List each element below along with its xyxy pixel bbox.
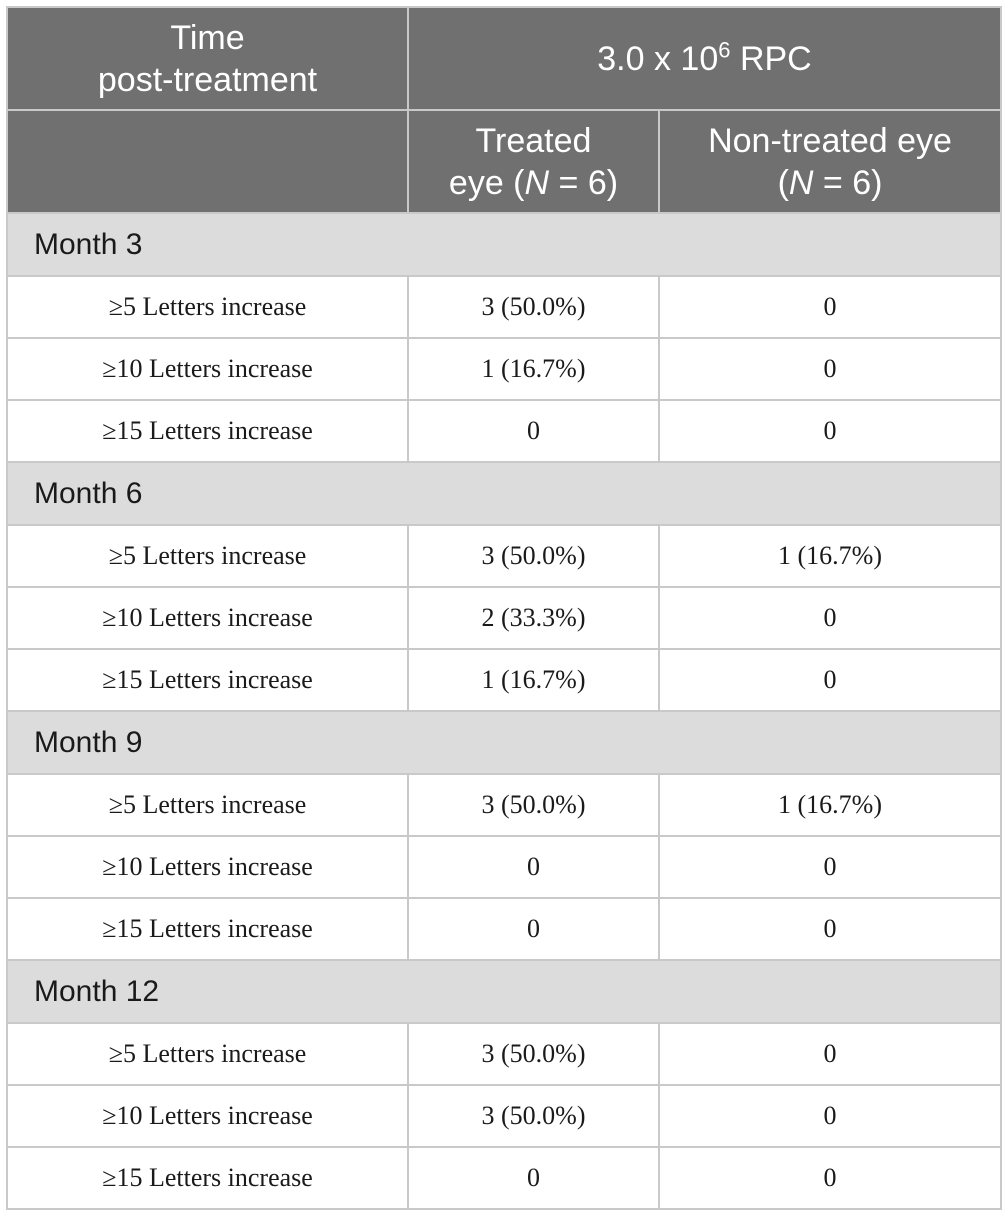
nontreated-cell: 0 bbox=[658, 586, 1002, 650]
table-row: ≥15 Letters increase 0 0 bbox=[6, 897, 1002, 961]
treated-cell: 3 (50.0%) bbox=[407, 275, 660, 339]
nontreated-cell: 1 (16.7%) bbox=[658, 773, 1002, 837]
metric-cell: ≥15 Letters increase bbox=[6, 648, 409, 712]
metric-cell: ≥5 Letters increase bbox=[6, 773, 409, 837]
metric-cell: ≥10 Letters increase bbox=[6, 586, 409, 650]
nontreated-cell: 0 bbox=[658, 835, 1002, 899]
treated-header-pre: eye ( bbox=[448, 163, 525, 202]
treated-cell: 3 (50.0%) bbox=[407, 1084, 660, 1148]
treated-cell: 0 bbox=[407, 399, 660, 463]
treated-cell: 0 bbox=[407, 835, 660, 899]
metric-cell: ≥10 Letters increase bbox=[6, 337, 409, 401]
nontreated-cell: 0 bbox=[658, 337, 1002, 401]
section-row-month-9: Month 9 bbox=[6, 710, 1002, 775]
treated-cell: 3 (50.0%) bbox=[407, 524, 660, 588]
nontreated-cell: 0 bbox=[658, 275, 1002, 339]
table-row: ≥15 Letters increase 1 (16.7%) 0 bbox=[6, 648, 1002, 712]
dose-unit: RPC bbox=[730, 39, 812, 78]
section-row-month-3: Month 3 bbox=[6, 212, 1002, 277]
dose-header: 3.0 x 106 RPC bbox=[407, 6, 1002, 111]
table-row: ≥10 Letters increase 0 0 bbox=[6, 835, 1002, 899]
table-row: ≥10 Letters increase 2 (33.3%) 0 bbox=[6, 586, 1002, 650]
treated-eye-header: Treated eye (N = 6) bbox=[407, 109, 660, 214]
metric-cell: ≥10 Letters increase bbox=[6, 835, 409, 899]
nontreated-header-pre: ( bbox=[777, 163, 789, 202]
section-label: Month 6 bbox=[6, 461, 1002, 526]
nontreated-header-post: = 6) bbox=[813, 163, 883, 202]
treated-header-line1: Treated bbox=[475, 121, 592, 160]
treated-cell: 2 (33.3%) bbox=[407, 586, 660, 650]
table-row: ≥10 Letters increase 3 (50.0%) 0 bbox=[6, 1084, 1002, 1148]
nontreated-header-line2: (N = 6) bbox=[660, 162, 1000, 204]
table-row: ≥5 Letters increase 3 (50.0%) 1 (16.7%) bbox=[6, 773, 1002, 837]
metric-cell: ≥5 Letters increase bbox=[6, 1022, 409, 1086]
time-header-line2: post-treatment bbox=[97, 60, 318, 99]
table-row: ≥15 Letters increase 0 0 bbox=[6, 1146, 1002, 1210]
table-row: ≥5 Letters increase 3 (50.0%) 0 bbox=[6, 275, 1002, 339]
time-header-line1: Time bbox=[170, 18, 245, 57]
table-row: ≥5 Letters increase 3 (50.0%) 1 (16.7%) bbox=[6, 524, 1002, 588]
treated-cell: 3 (50.0%) bbox=[407, 773, 660, 837]
nontreated-cell: 1 (16.7%) bbox=[658, 524, 1002, 588]
dose-exponent: 6 bbox=[718, 37, 731, 63]
time-header: Time post-treatment bbox=[6, 6, 409, 111]
metric-cell: ≥10 Letters increase bbox=[6, 1084, 409, 1148]
section-row-month-12: Month 12 bbox=[6, 959, 1002, 1024]
treated-cell: 1 (16.7%) bbox=[407, 337, 660, 401]
treated-cell: 0 bbox=[407, 897, 660, 961]
treated-header-post: = 6) bbox=[549, 163, 619, 202]
nontreated-cell: 0 bbox=[658, 648, 1002, 712]
table-row: ≥10 Letters increase 1 (16.7%) 0 bbox=[6, 337, 1002, 401]
nontreated-cell: 0 bbox=[658, 897, 1002, 961]
treated-header-n: N bbox=[524, 163, 550, 202]
nontreated-cell: 0 bbox=[658, 1022, 1002, 1086]
nontreated-cell: 0 bbox=[658, 399, 1002, 463]
metric-cell: ≥15 Letters increase bbox=[6, 897, 409, 961]
non-treated-eye-header: Non-treated eye (N = 6) bbox=[658, 109, 1002, 214]
metric-cell: ≥15 Letters increase bbox=[6, 1146, 409, 1210]
nontreated-cell: 0 bbox=[658, 1146, 1002, 1210]
results-table: Time post-treatment 3.0 x 106 RPC Treate… bbox=[6, 6, 1002, 1210]
table-row: ≥5 Letters increase 3 (50.0%) 0 bbox=[6, 1022, 1002, 1086]
metric-cell: ≥5 Letters increase bbox=[6, 524, 409, 588]
dose-base: 3.0 x 10 bbox=[597, 39, 719, 78]
table-row: ≥15 Letters increase 0 0 bbox=[6, 399, 1002, 463]
treated-cell: 0 bbox=[407, 1146, 660, 1210]
section-row-month-6: Month 6 bbox=[6, 461, 1002, 526]
metric-cell: ≥15 Letters increase bbox=[6, 399, 409, 463]
table-body: Month 3 ≥5 Letters increase 3 (50.0%) 0 … bbox=[6, 212, 1002, 1210]
treated-cell: 3 (50.0%) bbox=[407, 1022, 660, 1086]
table-header: Time post-treatment 3.0 x 106 RPC Treate… bbox=[6, 6, 1002, 214]
section-label: Month 12 bbox=[6, 959, 1002, 1024]
blank-header-cell bbox=[6, 109, 409, 214]
nontreated-cell: 0 bbox=[658, 1084, 1002, 1148]
treated-cell: 1 (16.7%) bbox=[407, 648, 660, 712]
treated-header-line2: eye (N = 6) bbox=[409, 162, 658, 204]
metric-cell: ≥5 Letters increase bbox=[6, 275, 409, 339]
section-label: Month 9 bbox=[6, 710, 1002, 775]
nontreated-header-line1: Non-treated eye bbox=[708, 121, 952, 160]
nontreated-header-n: N bbox=[788, 163, 814, 202]
section-label: Month 3 bbox=[6, 212, 1002, 277]
